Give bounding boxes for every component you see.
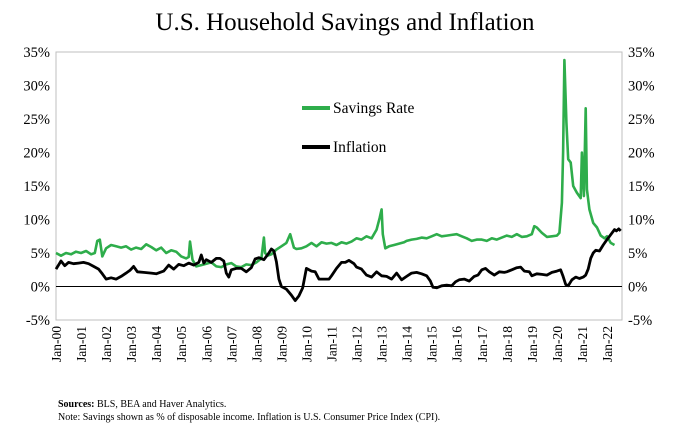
x-tick: Jan-07 bbox=[224, 326, 239, 362]
plot-area bbox=[55, 51, 623, 321]
x-tick: Jan-17 bbox=[475, 326, 490, 362]
x-tick: Jan-13 bbox=[375, 326, 390, 362]
y-right-tick: -5% bbox=[628, 313, 652, 329]
y-left-tick: 5% bbox=[31, 246, 50, 262]
y-left-tick: -5% bbox=[26, 313, 50, 329]
y-left-tick: 25% bbox=[23, 112, 50, 128]
source-label: Sources: bbox=[58, 399, 95, 410]
y-right-tick: 15% bbox=[628, 179, 655, 195]
x-tick: Jan-15 bbox=[425, 326, 440, 362]
y-left-tick: 15% bbox=[23, 179, 50, 195]
x-tick: Jan-19 bbox=[525, 326, 540, 362]
y-right-tick: 20% bbox=[628, 146, 655, 162]
inflation-line bbox=[54, 227, 622, 302]
x-tick: Jan-05 bbox=[174, 326, 189, 362]
y-right-tick: 25% bbox=[628, 112, 655, 128]
x-tick: Jan-03 bbox=[124, 326, 139, 362]
x-tick: Jan-12 bbox=[350, 326, 365, 362]
chart: U.S. Household Savings and Inflation 35%… bbox=[23, 9, 655, 362]
y-right-tick: 5% bbox=[628, 246, 647, 262]
source-line: Sources: BLS, BEA and Haver Analytics. bbox=[58, 399, 226, 410]
legend-inflation-label: Inflation bbox=[333, 139, 387, 156]
source-text: BLS, BEA and Haver Analytics. bbox=[94, 399, 227, 410]
y-right-tick: 35% bbox=[628, 45, 655, 61]
x-tick: Jan-21 bbox=[575, 326, 590, 362]
x-tick: Jan-09 bbox=[274, 326, 289, 362]
y-right-tick: 0% bbox=[628, 280, 647, 296]
x-tick: Jan-10 bbox=[299, 326, 314, 362]
x-tick: Jan-01 bbox=[74, 326, 89, 362]
x-tick: Jan-14 bbox=[400, 326, 415, 362]
x-tick: Jan-20 bbox=[550, 326, 565, 362]
savings-rate-line bbox=[55, 58, 616, 269]
x-tick: Jan-08 bbox=[249, 326, 264, 362]
chart-title: U.S. Household Savings and Inflation bbox=[155, 9, 535, 36]
y-right-tick: 10% bbox=[628, 213, 655, 229]
y-right-tick: 30% bbox=[628, 79, 655, 95]
y-left-tick: 35% bbox=[23, 45, 50, 61]
x-tick: Jan-04 bbox=[149, 326, 164, 362]
x-tick: Jan-22 bbox=[600, 326, 615, 362]
y-left-tick: 0% bbox=[31, 280, 50, 296]
x-tick: Jan-06 bbox=[199, 326, 214, 362]
y-left-tick: 30% bbox=[23, 79, 50, 95]
x-tick: Jan-11 bbox=[324, 326, 339, 362]
legend-savings-label: Savings Rate bbox=[333, 100, 414, 117]
x-tick: Jan-00 bbox=[49, 326, 64, 362]
x-tick: Jan-18 bbox=[500, 326, 515, 362]
y-left-tick: 10% bbox=[23, 213, 50, 229]
y-left-tick: 20% bbox=[23, 146, 50, 162]
x-tick: Jan-16 bbox=[450, 326, 465, 362]
x-tick: Jan-02 bbox=[99, 326, 114, 362]
note-line: Note: Savings shown as % of disposable i… bbox=[58, 412, 441, 423]
